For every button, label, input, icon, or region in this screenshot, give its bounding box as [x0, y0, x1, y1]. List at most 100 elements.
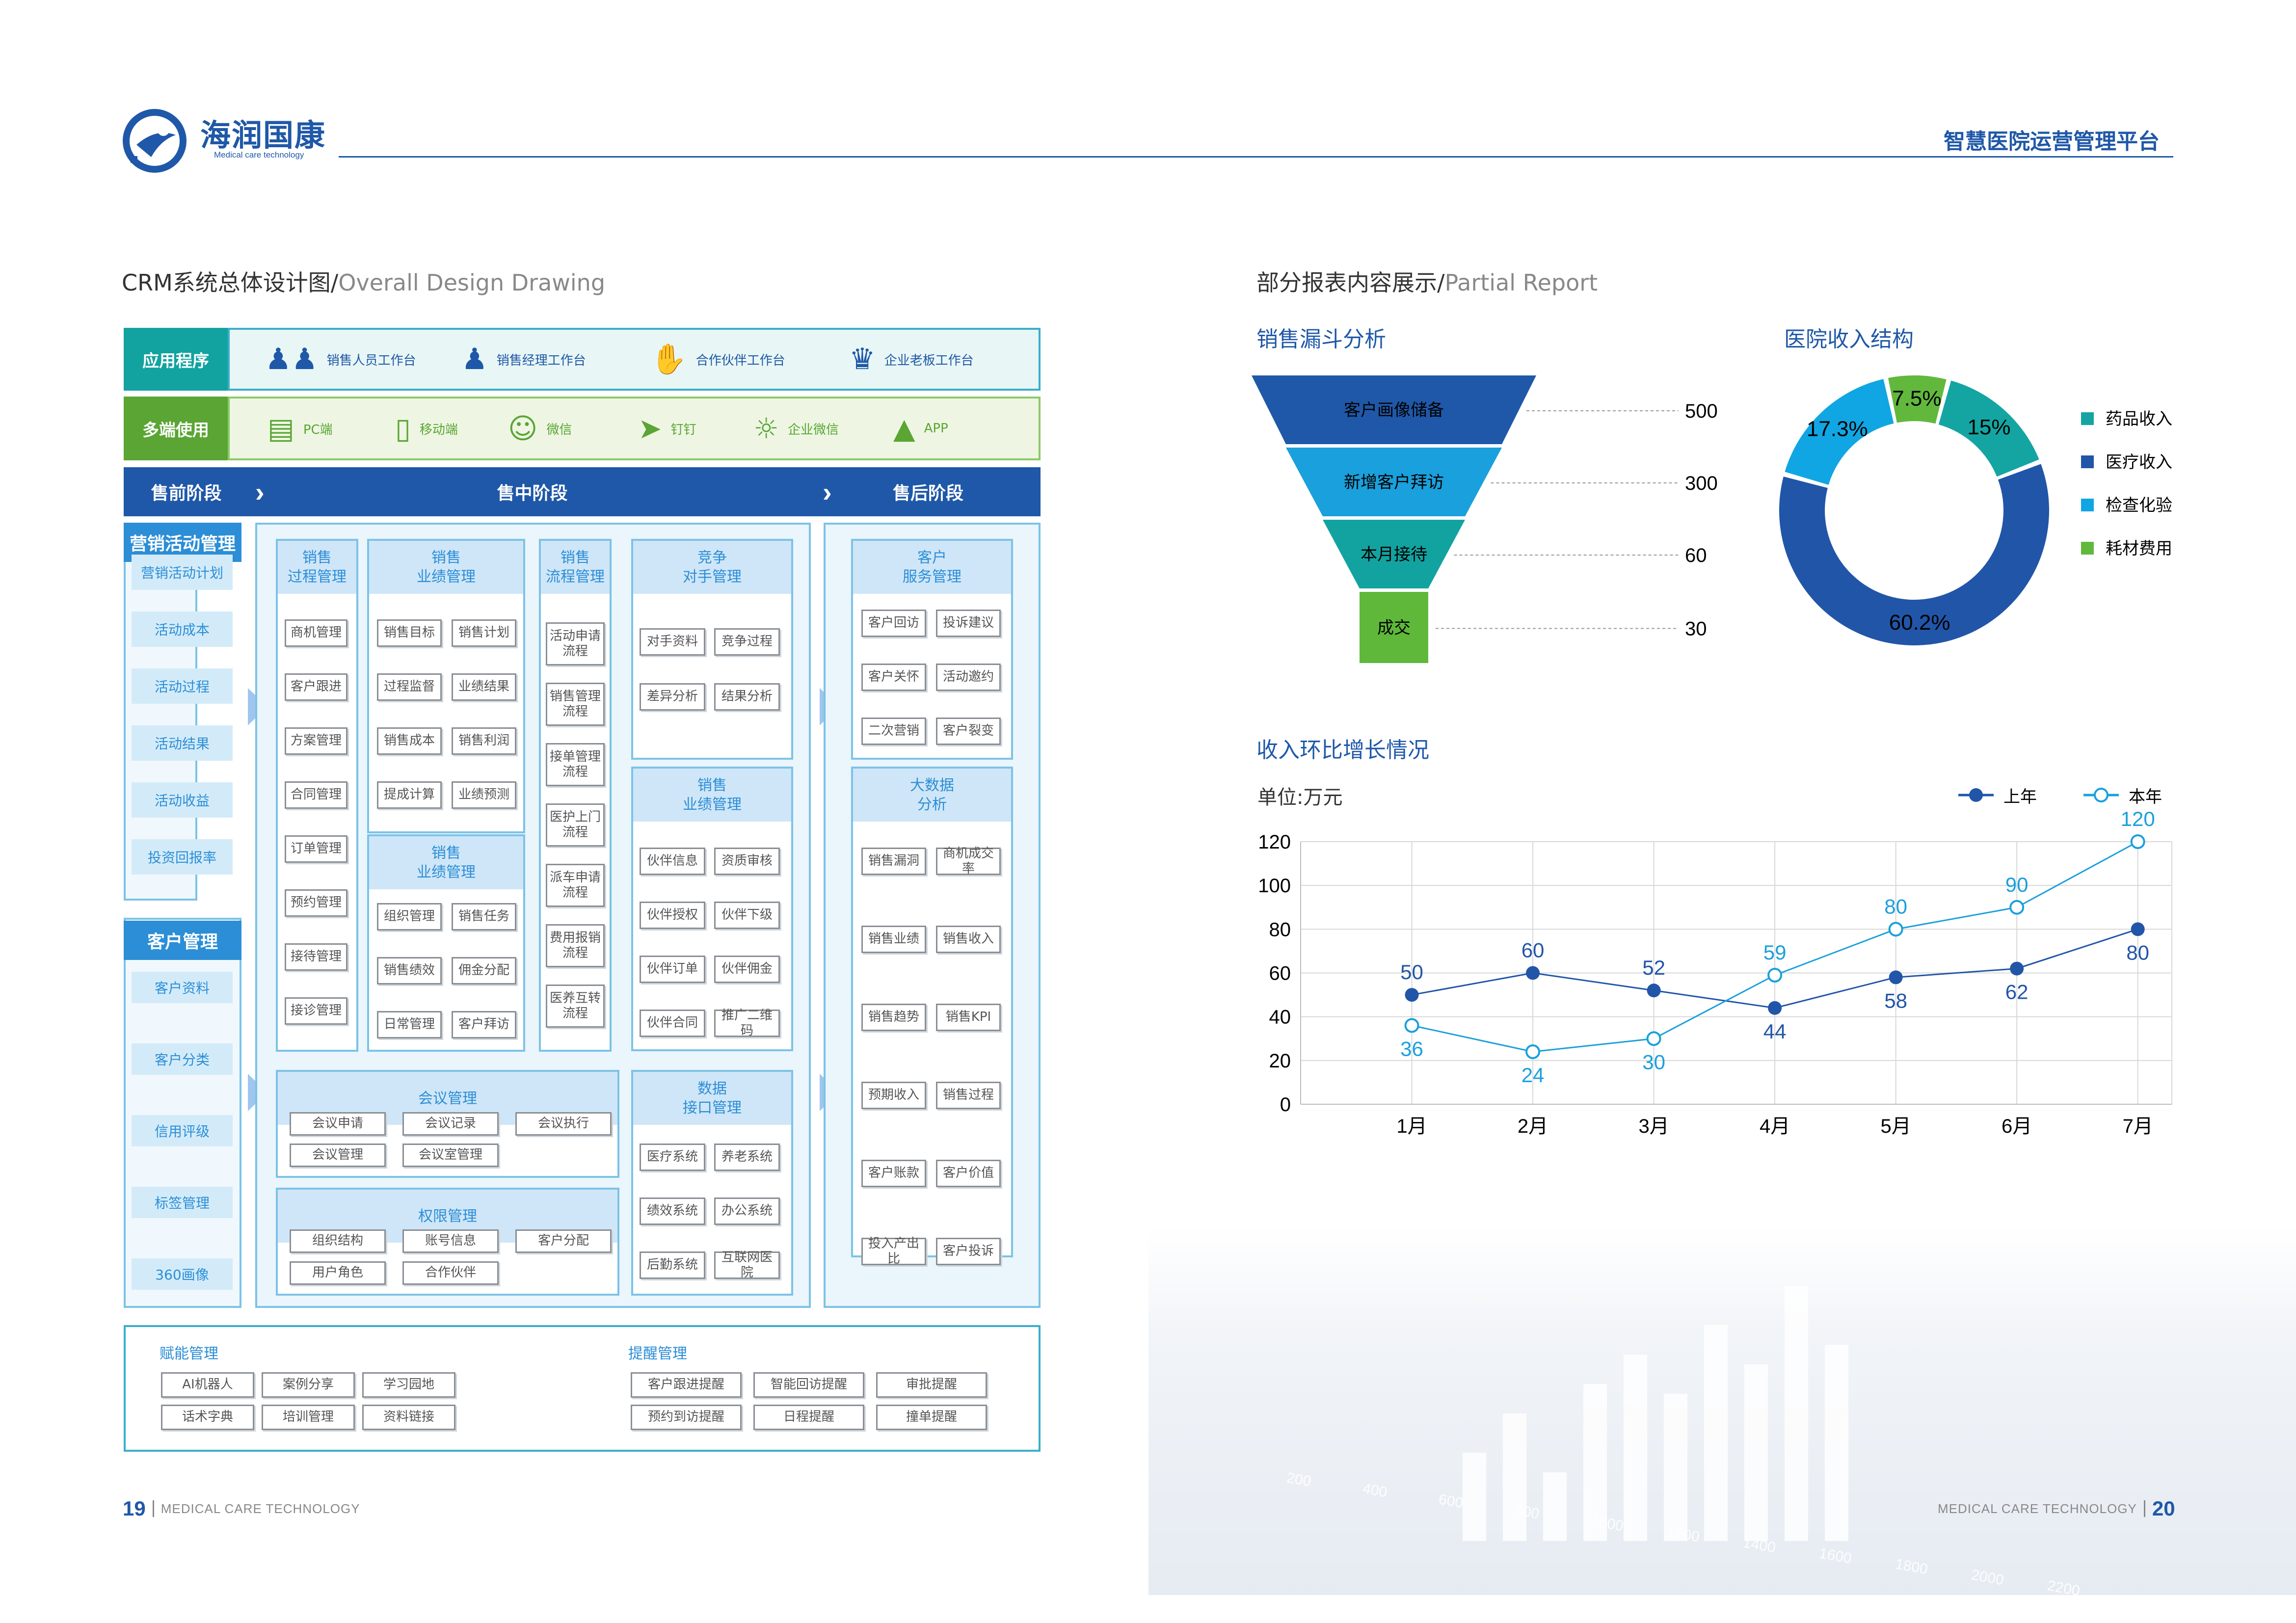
side-item-marketing[interactable]: 投资回报率: [132, 839, 233, 875]
module-tag[interactable]: 会议管理: [290, 1144, 386, 1167]
terminal-app[interactable]: ▲ APP: [893, 410, 948, 447]
side-item-customer[interactable]: 标签管理: [132, 1187, 233, 1218]
remind-tag[interactable]: 日程提醒: [753, 1405, 864, 1430]
module-tag[interactable]: 销售业绩: [861, 926, 926, 953]
module-tag[interactable]: 方案管理: [285, 727, 347, 755]
module-tag[interactable]: 派车申请 流程: [546, 864, 605, 907]
module-tag[interactable]: 医疗系统: [640, 1144, 705, 1171]
module-tag[interactable]: 对手资料: [640, 628, 705, 656]
enable-tag[interactable]: 案例分享: [262, 1372, 355, 1398]
app-partner[interactable]: ✋ 合作伙伴工作台: [650, 341, 785, 377]
module-tag[interactable]: 接诊管理: [285, 997, 347, 1025]
module-tag[interactable]: 伙伴佣金: [714, 956, 780, 983]
module-tag[interactable]: 销售绩效: [377, 957, 442, 984]
module-tag[interactable]: 客户分配: [515, 1229, 612, 1253]
terminal-mobile[interactable]: ▯ 移动端: [395, 410, 458, 447]
remind-tag[interactable]: 智能回访提醒: [753, 1372, 864, 1398]
module-tag[interactable]: 投入产出比: [861, 1236, 926, 1266]
module-tag[interactable]: 接单管理 流程: [546, 743, 605, 786]
module-tag[interactable]: 竞争过程: [714, 628, 780, 656]
module-tag[interactable]: 二次营销: [861, 718, 926, 745]
module-tag[interactable]: 销售管理 流程: [546, 683, 605, 726]
side-item-customer[interactable]: 信用评级: [132, 1115, 233, 1146]
module-tag[interactable]: 销售计划: [452, 619, 516, 647]
module-tag[interactable]: 组织管理: [377, 903, 442, 931]
terminal-pc[interactable]: ▤ PC端: [267, 410, 333, 447]
module-tag[interactable]: 医护上门 流程: [546, 803, 605, 847]
enable-tag[interactable]: 资料链接: [362, 1405, 455, 1430]
module-tag[interactable]: 销售漏洞: [861, 848, 926, 875]
module-tag[interactable]: 后勤系统: [640, 1251, 705, 1279]
module-tag[interactable]: 销售KPI: [936, 1004, 1001, 1031]
module-tag[interactable]: 结果分析: [714, 683, 780, 711]
module-tag[interactable]: 过程监督: [377, 673, 442, 701]
app-boss[interactable]: ♛ 企业老板工作台: [849, 341, 974, 377]
module-tag[interactable]: 会议记录: [402, 1112, 499, 1136]
remind-tag[interactable]: 客户跟进提醒: [631, 1372, 742, 1398]
module-tag[interactable]: 养老系统: [714, 1144, 780, 1171]
app-sales-staff[interactable]: ♟♟ 销售人员工作台: [265, 341, 416, 377]
enable-tag[interactable]: 培训管理: [262, 1405, 355, 1430]
module-tag[interactable]: 销售趋势: [861, 1004, 926, 1031]
module-tag[interactable]: 商机成交率: [936, 846, 1001, 876]
module-tag[interactable]: 客户裂变: [936, 718, 1001, 745]
remind-tag[interactable]: 撞单提醒: [876, 1405, 987, 1430]
module-tag[interactable]: 客户投诉: [936, 1238, 1001, 1265]
enable-tag[interactable]: 话术字典: [161, 1405, 254, 1430]
enable-tag[interactable]: AI机器人: [161, 1372, 254, 1398]
module-tag[interactable]: 日常管理: [377, 1011, 442, 1038]
module-tag[interactable]: 客户拜访: [452, 1011, 516, 1038]
module-tag[interactable]: 伙伴合同: [640, 1010, 705, 1037]
module-tag[interactable]: 会议室管理: [402, 1144, 499, 1167]
module-tag[interactable]: 客户跟进: [285, 673, 347, 701]
module-tag[interactable]: 投诉建议: [936, 610, 1001, 637]
module-tag[interactable]: 销售成本: [377, 727, 442, 755]
app-sales-manager[interactable]: ♟ 销售经理工作台: [461, 341, 586, 377]
terminal-wechat[interactable]: ☺ 微信: [508, 410, 572, 447]
module-tag[interactable]: 客户关怀: [861, 664, 926, 691]
module-tag[interactable]: 提成计算: [377, 781, 442, 809]
module-tag[interactable]: 会议申请: [290, 1112, 386, 1136]
module-tag[interactable]: 销售利润: [452, 727, 516, 755]
module-tag[interactable]: 客户价值: [936, 1160, 1001, 1187]
module-tag[interactable]: 佣金分配: [452, 957, 516, 984]
module-tag[interactable]: 资质审核: [714, 848, 780, 875]
side-item-customer[interactable]: 360画像: [132, 1258, 233, 1290]
side-item-marketing[interactable]: 营销活动计划: [132, 555, 233, 590]
module-tag[interactable]: 伙伴下级: [714, 902, 780, 929]
remind-tag[interactable]: 预约到访提醒: [631, 1405, 742, 1430]
module-tag[interactable]: 销售过程: [936, 1082, 1001, 1109]
side-item-marketing[interactable]: 活动成本: [132, 612, 233, 647]
side-item-customer[interactable]: 客户资料: [132, 972, 233, 1003]
module-tag[interactable]: 用户角色: [290, 1261, 386, 1285]
module-tag[interactable]: 费用报销 流程: [546, 924, 605, 967]
module-tag[interactable]: 预约管理: [285, 889, 347, 917]
module-tag[interactable]: 推广二维码: [714, 1008, 780, 1038]
side-item-marketing[interactable]: 活动结果: [132, 725, 233, 761]
side-item-marketing[interactable]: 活动过程: [132, 668, 233, 704]
terminal-dingtalk[interactable]: ➤ 钉钉: [638, 410, 696, 447]
module-tag[interactable]: 业绩预测: [452, 781, 516, 809]
module-tag[interactable]: 预期收入: [861, 1082, 926, 1109]
module-tag[interactable]: 业绩结果: [452, 673, 516, 701]
module-tag[interactable]: 组织结构: [290, 1229, 386, 1253]
module-tag[interactable]: 合同管理: [285, 781, 347, 809]
module-tag[interactable]: 伙伴订单: [640, 956, 705, 983]
remind-tag[interactable]: 审批提醒: [876, 1372, 987, 1398]
module-tag[interactable]: 医养互转 流程: [546, 984, 605, 1028]
module-tag[interactable]: 绩效系统: [640, 1197, 705, 1225]
enable-tag[interactable]: 学习园地: [362, 1372, 455, 1398]
side-item-customer[interactable]: 客户分类: [132, 1043, 233, 1075]
module-tag[interactable]: 差异分析: [640, 683, 705, 711]
module-tag[interactable]: 合作伙伴: [402, 1261, 499, 1285]
module-tag[interactable]: 会议执行: [515, 1112, 612, 1136]
module-tag[interactable]: 账号信息: [402, 1229, 499, 1253]
module-tag[interactable]: 接待管理: [285, 943, 347, 971]
module-tag[interactable]: 伙伴授权: [640, 902, 705, 929]
module-tag[interactable]: 伙伴信息: [640, 848, 705, 875]
module-tag[interactable]: 活动邀约: [936, 664, 1001, 691]
module-tag[interactable]: 销售任务: [452, 903, 516, 931]
module-tag[interactable]: 互联网医院: [714, 1250, 780, 1280]
module-tag[interactable]: 商机管理: [285, 619, 347, 647]
module-tag[interactable]: 销售目标: [377, 619, 442, 647]
